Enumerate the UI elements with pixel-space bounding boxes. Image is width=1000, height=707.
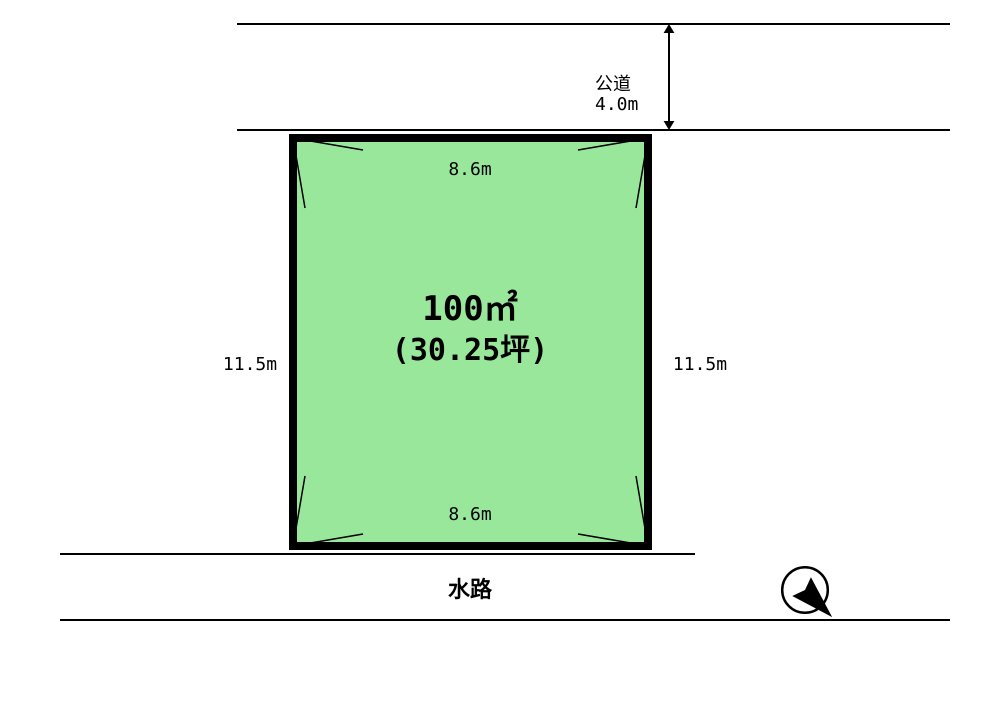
road-width-label: 4.0m xyxy=(595,94,638,115)
right-dimension: 11.5m xyxy=(673,354,727,375)
plot-diagram: 100㎡ (30.25坪) 8.6m 8.6m 11.5m 11.5m 公道 4… xyxy=(0,0,1000,707)
road-width-arrow xyxy=(664,24,675,130)
road-width-arrow-head-bottom xyxy=(664,121,675,130)
road-name-label: 公道 xyxy=(595,74,631,95)
left-dimension: 11.5m xyxy=(223,354,277,375)
area-sub-label: (30.25坪) xyxy=(392,333,548,368)
area-main-label: 100㎡ xyxy=(422,289,517,329)
compass-icon xyxy=(782,567,832,617)
waterway-label: 水路 xyxy=(448,577,493,603)
top-dimension: 8.6m xyxy=(448,159,491,180)
bottom-dimension: 8.6m xyxy=(448,504,491,525)
road-width-arrow-head-top xyxy=(664,24,675,33)
